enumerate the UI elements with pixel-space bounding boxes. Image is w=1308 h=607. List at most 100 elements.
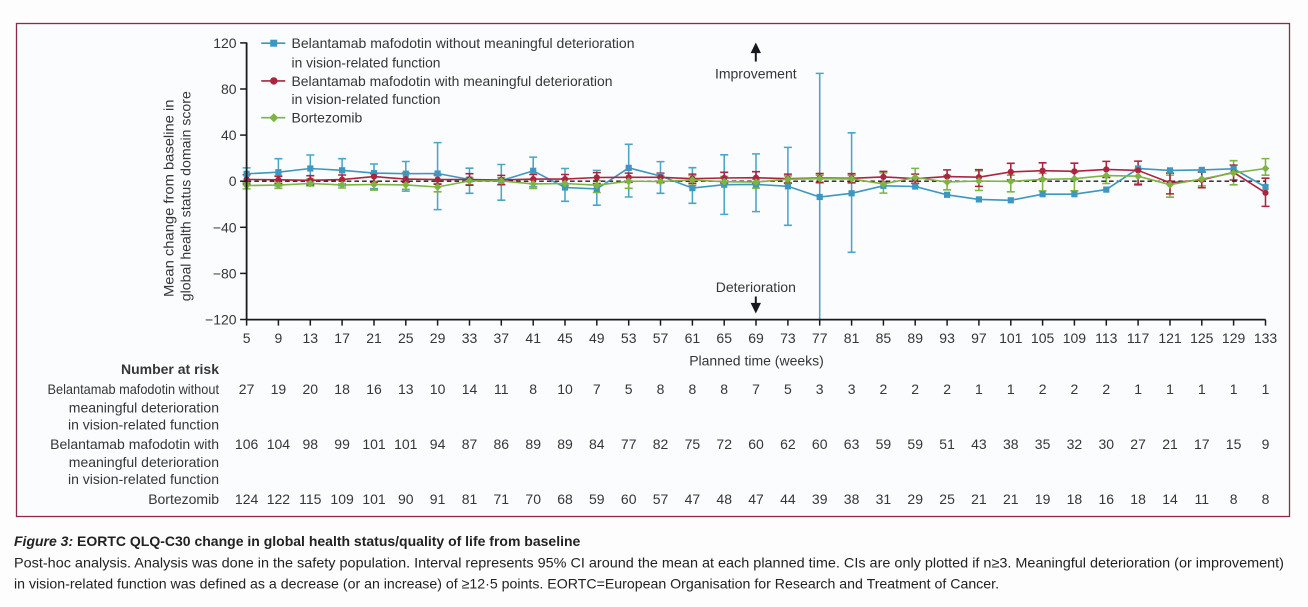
svg-text:17: 17 [1194,436,1210,452]
svg-text:in vision-related function: in vision-related function [68,471,219,487]
svg-text:in vision-related function: in vision-related function [68,416,219,432]
svg-text:18: 18 [334,381,350,397]
svg-text:60: 60 [812,436,828,452]
svg-text:19: 19 [271,381,287,397]
svg-text:37: 37 [494,330,510,346]
svg-text:2: 2 [1071,381,1079,397]
svg-text:59: 59 [589,491,605,507]
svg-text:Bortezomib: Bortezomib [148,491,219,507]
svg-text:61: 61 [685,330,701,346]
svg-text:68: 68 [557,491,573,507]
svg-text:32: 32 [1067,436,1083,452]
svg-text:27: 27 [239,381,255,397]
svg-text:10: 10 [557,381,573,397]
svg-text:21: 21 [1003,491,1019,507]
svg-text:89: 89 [525,436,541,452]
svg-text:101: 101 [362,436,386,452]
svg-text:47: 47 [685,491,701,507]
svg-text:60: 60 [748,436,764,452]
svg-text:39: 39 [812,491,828,507]
svg-text:47: 47 [748,491,764,507]
svg-text:106: 106 [235,436,259,452]
svg-text:8: 8 [1230,491,1238,507]
svg-text:81: 81 [462,491,478,507]
svg-text:25: 25 [939,491,955,507]
svg-text:57: 57 [653,330,669,346]
svg-text:25: 25 [398,330,414,346]
svg-text:70: 70 [525,491,541,507]
svg-text:104: 104 [267,436,291,452]
svg-text:Bortezomib: Bortezomib [292,110,363,126]
svg-text:84: 84 [589,436,605,452]
svg-text:Figure 3: EORTC QLQ-C30 change: Figure 3: EORTC QLQ-C30 change in global… [14,533,581,549]
svg-text:Belantamab mafodotin with mean: Belantamab mafodotin with meaningful det… [292,73,613,89]
svg-text:35: 35 [1035,436,1051,452]
svg-text:105: 105 [1031,330,1055,346]
svg-text:1: 1 [1007,381,1015,397]
svg-text:65: 65 [716,330,732,346]
svg-text:80: 80 [221,81,237,97]
svg-text:94: 94 [430,436,446,452]
svg-text:9: 9 [1262,436,1270,452]
svg-text:8: 8 [689,381,697,397]
svg-text:69: 69 [748,330,764,346]
svg-text:117: 117 [1127,330,1150,346]
svg-text:15: 15 [1226,436,1242,452]
svg-text:1: 1 [1166,381,1174,397]
svg-text:101: 101 [999,330,1023,346]
svg-text:0: 0 [229,173,237,189]
svg-text:72: 72 [716,436,732,452]
svg-text:57: 57 [653,491,669,507]
svg-text:3: 3 [848,381,856,397]
svg-text:71: 71 [494,491,510,507]
svg-text:14: 14 [1162,491,1178,507]
svg-text:62: 62 [780,436,796,452]
svg-text:129: 129 [1222,330,1246,346]
svg-text:16: 16 [366,381,382,397]
svg-text:17: 17 [334,330,350,346]
svg-text:in vision-related function: in vision-related function [292,91,441,107]
svg-text:21: 21 [1162,436,1178,452]
svg-text:18: 18 [1067,491,1083,507]
svg-text:21: 21 [366,330,382,346]
svg-text:14: 14 [462,381,478,397]
svg-text:77: 77 [812,330,828,346]
svg-text:19: 19 [1035,491,1051,507]
svg-text:101: 101 [362,491,386,507]
svg-text:Belantamab mafodotin with: Belantamab mafodotin with [50,436,219,452]
svg-text:1: 1 [975,381,983,397]
svg-text:133: 133 [1254,330,1278,346]
svg-text:101: 101 [394,436,418,452]
svg-text:8: 8 [1262,491,1270,507]
svg-text:89: 89 [907,330,923,346]
svg-text:44: 44 [780,491,796,507]
svg-text:121: 121 [1158,330,1182,346]
svg-text:59: 59 [876,436,892,452]
svg-text:11: 11 [1195,491,1210,507]
svg-text:87: 87 [462,436,478,452]
svg-text:in vision-related function was: in vision-related function was defined a… [14,576,999,592]
svg-text:in vision-related function: in vision-related function [292,55,441,71]
svg-text:89: 89 [557,436,573,452]
svg-text:Belantamab mafodotin without m: Belantamab mafodotin without meaningful … [292,35,635,51]
svg-text:93: 93 [939,330,955,346]
svg-text:40: 40 [221,127,237,143]
svg-text:38: 38 [1003,436,1019,452]
svg-text:81: 81 [844,330,860,346]
svg-text:Improvement: Improvement [715,66,797,82]
svg-text:16: 16 [1099,491,1115,507]
svg-text:41: 41 [525,330,541,346]
svg-text:48: 48 [716,491,732,507]
svg-text:49: 49 [589,330,605,346]
svg-text:33: 33 [462,330,478,346]
svg-text:13: 13 [398,381,414,397]
svg-text:meaningful deterioration: meaningful deterioration [69,454,219,470]
svg-text:Planned time (weeks): Planned time (weeks) [689,353,824,369]
svg-text:85: 85 [876,330,892,346]
svg-text:63: 63 [844,436,860,452]
svg-text:13: 13 [303,330,319,346]
svg-text:2: 2 [911,381,919,397]
svg-text:2: 2 [880,381,888,397]
svg-text:7: 7 [593,381,601,397]
svg-text:82: 82 [653,436,669,452]
